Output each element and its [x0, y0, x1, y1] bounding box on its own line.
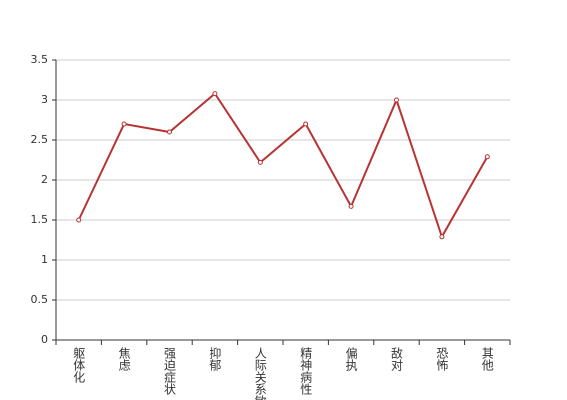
x-tick-label: 精神病性 — [299, 347, 313, 396]
point — [439, 234, 445, 240]
x-tick-label: 强迫症状 — [163, 347, 177, 395]
point — [348, 203, 354, 209]
x-tick-label: 恐怖 — [435, 347, 449, 371]
x-tick-label: 敌对 — [390, 346, 404, 371]
point — [167, 129, 172, 135]
y-tick-label: 3 — [41, 93, 48, 106]
point — [484, 154, 490, 160]
y-tick-label: 3.5 — [31, 53, 49, 66]
y-tick-label: 0.5 — [31, 293, 49, 306]
x-tick-label: 抑郁 — [208, 346, 222, 372]
x-tick-label: 躯体化 — [72, 346, 86, 384]
x-tick-label: 其他 — [480, 347, 494, 371]
y-tick-label: 2 — [41, 173, 48, 186]
point — [394, 97, 399, 103]
x-tick-label: 人际关系敏感 — [253, 347, 267, 400]
x-tick-label: 偏执 — [344, 346, 358, 372]
line — [77, 92, 489, 240]
point — [303, 121, 309, 127]
y-tick-label: 1 — [41, 253, 48, 266]
point — [76, 217, 82, 223]
point — [257, 159, 263, 165]
y-tick-label: 2.5 — [31, 133, 49, 146]
y-tick-label: 0 — [41, 333, 48, 346]
y-tick-label: 1.5 — [31, 213, 49, 226]
point — [212, 91, 218, 97]
point — [121, 121, 127, 127]
x-tick-label: 焦虑 — [117, 347, 131, 371]
